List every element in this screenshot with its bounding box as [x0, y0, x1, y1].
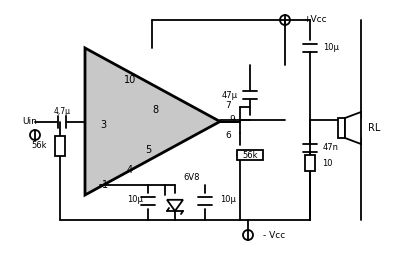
Text: RL: RL [368, 123, 380, 133]
Text: 4: 4 [127, 165, 133, 175]
Text: 8: 8 [152, 105, 158, 115]
Text: 56k: 56k [32, 141, 47, 151]
Polygon shape [345, 112, 361, 144]
Polygon shape [167, 200, 183, 211]
Text: 10μ: 10μ [220, 195, 236, 203]
Text: 7: 7 [225, 101, 231, 109]
Text: 47μ: 47μ [222, 90, 238, 100]
Polygon shape [85, 48, 220, 195]
Text: 10: 10 [124, 75, 136, 85]
Text: 47n: 47n [323, 144, 339, 152]
Text: 1: 1 [102, 180, 108, 190]
Text: 4,7μ: 4,7μ [54, 107, 70, 117]
Text: 9: 9 [229, 116, 235, 124]
Bar [55, 136, 65, 156]
Bar [338, 118, 345, 138]
Text: 6: 6 [225, 131, 231, 139]
Text: Uin: Uin [22, 118, 37, 126]
Text: 3: 3 [100, 120, 106, 130]
Text: +Vcc: +Vcc [303, 15, 327, 24]
Text: 6V8: 6V8 [183, 172, 200, 182]
Text: 5: 5 [145, 145, 151, 155]
Bar [305, 155, 315, 171]
Text: 10μ: 10μ [323, 43, 339, 53]
Text: - Vcc: - Vcc [263, 230, 285, 240]
Text: 10μ: 10μ [127, 195, 143, 203]
Text: 56k: 56k [242, 151, 258, 160]
Text: 10: 10 [322, 158, 332, 167]
Bar [237, 150, 263, 160]
